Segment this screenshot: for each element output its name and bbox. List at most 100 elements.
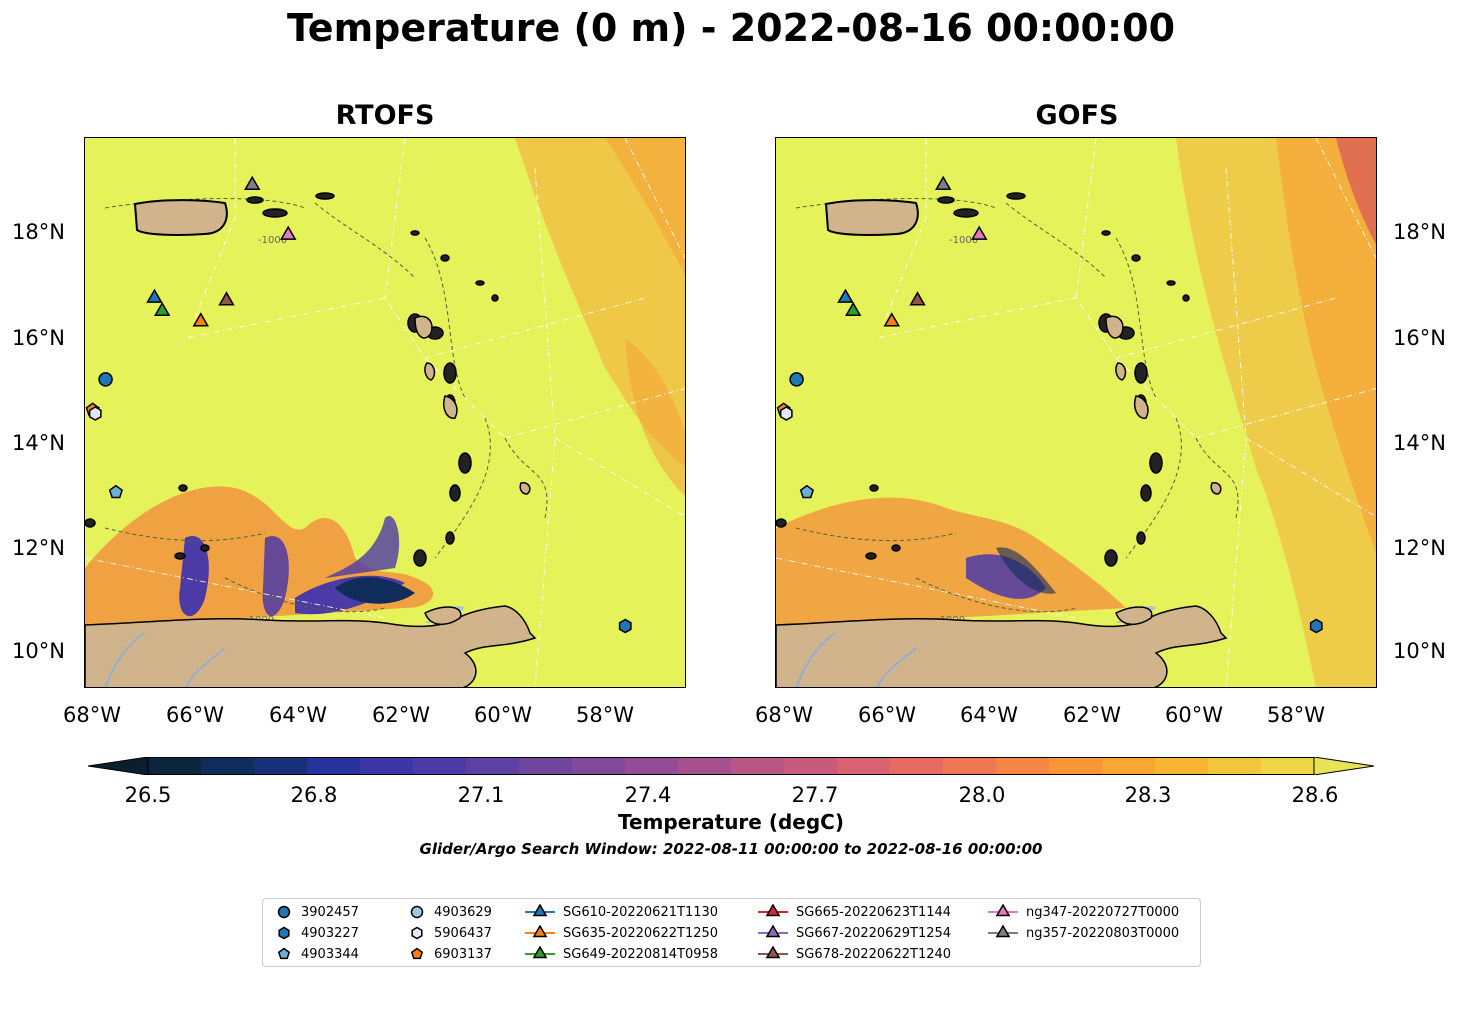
isobath-label: -1000 [949, 235, 978, 246]
legend-item: ng347-20220727T0000 [988, 902, 1179, 922]
observation-marker [192, 312, 209, 327]
colorbar-segment [943, 757, 997, 775]
legend-label: SG667-20220629T1254 [796, 925, 952, 941]
legend-label: 6903137 [434, 946, 492, 962]
legend-item: ng357-20220803T0000 [988, 923, 1179, 943]
eez-boundary [534, 167, 556, 687]
lat-label-14n-right: 14°N [1393, 431, 1446, 455]
panel-title-gofs: GOFS [1035, 100, 1119, 131]
legend-item: 4903629 [408, 902, 492, 922]
colorbar-segment [996, 757, 1050, 775]
eez-boundary [85, 557, 386, 619]
isobath-1000m [504, 437, 548, 519]
cool-eddy [325, 516, 400, 578]
colorbar-tick: 27.1 [457, 783, 505, 807]
legend-marker-icon [758, 946, 788, 959]
guadeloupe-island [1105, 315, 1124, 339]
lat-label-18n: 18°N [12, 220, 65, 244]
colorbar-tick: 27.4 [624, 783, 672, 807]
island [1101, 230, 1111, 236]
warm-water-region [625, 338, 685, 497]
legend-item: SG610-20220621T1130 [525, 902, 718, 922]
island [178, 484, 188, 492]
colorbar-label: Temperature (degC) [618, 810, 844, 834]
isobath-1000m [224, 577, 386, 613]
island [445, 531, 455, 545]
isobath-1000m [104, 198, 306, 209]
island [1182, 294, 1190, 302]
isobath-1000m [915, 577, 1077, 613]
puerto-rico-island [824, 199, 919, 236]
lon-label-64w: 64°W [269, 703, 327, 727]
cool-eddy [966, 554, 1046, 599]
observation-marker [909, 291, 926, 306]
legend: 3902457 4903227 4903344 4903629 5906437 69031… [262, 898, 1201, 967]
legend-marker-icon [278, 926, 290, 940]
colorbar-segment [1261, 757, 1315, 775]
colorbar-tick: 26.8 [290, 783, 338, 807]
island [891, 544, 901, 552]
observation-marker [154, 301, 171, 316]
map-rtofs: -1000-1000 [84, 137, 686, 688]
dominica-island [424, 362, 436, 381]
lon-label-62w: 62°W [372, 703, 430, 727]
observation-marker [799, 484, 814, 499]
colorbar-outline [147, 757, 1315, 775]
island [200, 544, 210, 552]
colorbar-segment [1208, 757, 1262, 775]
lat-label-18n-right: 18°N [1393, 220, 1446, 244]
legend-label: SG665-20220623T1144 [796, 904, 952, 920]
eez-boundary [184, 297, 386, 339]
south-america-land [776, 605, 1228, 687]
colorbar [87, 756, 1375, 776]
island [85, 518, 96, 528]
martinique-island [1134, 395, 1149, 419]
isobath-1000m [434, 417, 491, 559]
legend-marker-icon [410, 905, 424, 919]
legend-marker [410, 947, 424, 960]
observation-marker [883, 312, 900, 327]
map-rtofs-canvas: -1000-1000 [85, 138, 685, 687]
island [262, 208, 288, 218]
barbados-island [1210, 481, 1222, 495]
colorbar-segment [837, 757, 891, 775]
guadeloupe-island [414, 315, 433, 339]
lon-label-60w: 60°W [474, 703, 532, 727]
warm-water-region [1276, 138, 1376, 553]
eez-boundary [194, 138, 236, 319]
eez-boundary [624, 138, 685, 259]
eez-boundary [1075, 138, 1197, 439]
observation-marker [971, 225, 988, 240]
legend-marker [995, 925, 1011, 938]
legend-marker [410, 905, 424, 919]
legend-marker-icon [758, 904, 788, 917]
eez-boundary [504, 388, 685, 439]
isobath-1000m [1115, 237, 1157, 399]
martinique-island [443, 395, 458, 419]
isobath-1000m [104, 527, 266, 542]
legend-item: SG667-20220629T1254 [758, 923, 951, 943]
colorbar-segment [254, 757, 308, 775]
island [174, 552, 186, 560]
legend-marker [277, 905, 291, 919]
lon-label-60w-gofs: 60°W [1165, 703, 1223, 727]
eez-boundary [1315, 138, 1376, 259]
legend-label: 4903344 [301, 946, 359, 962]
map-gofs: -1000-1000 [775, 137, 1377, 688]
island [1104, 549, 1118, 567]
colorbar-segment [201, 757, 255, 775]
colorbar-extension-high [1313, 756, 1375, 776]
cold-upwelling [335, 577, 415, 604]
legend-label: 4903227 [301, 925, 359, 941]
lat-label-12n: 12°N [12, 536, 65, 560]
colorbar-tick: 27.7 [791, 783, 839, 807]
legend-marker [532, 904, 548, 917]
colorbar-segment [1102, 757, 1156, 775]
legend-marker [278, 926, 290, 940]
colorbar-segment [1155, 757, 1209, 775]
observation-marker [789, 372, 804, 387]
legend-item: SG665-20220623T1144 [758, 902, 951, 922]
colorbar-tick: 28.0 [958, 783, 1006, 807]
cold-upwelling [996, 547, 1056, 594]
legend-item: 4903344 [275, 944, 359, 964]
